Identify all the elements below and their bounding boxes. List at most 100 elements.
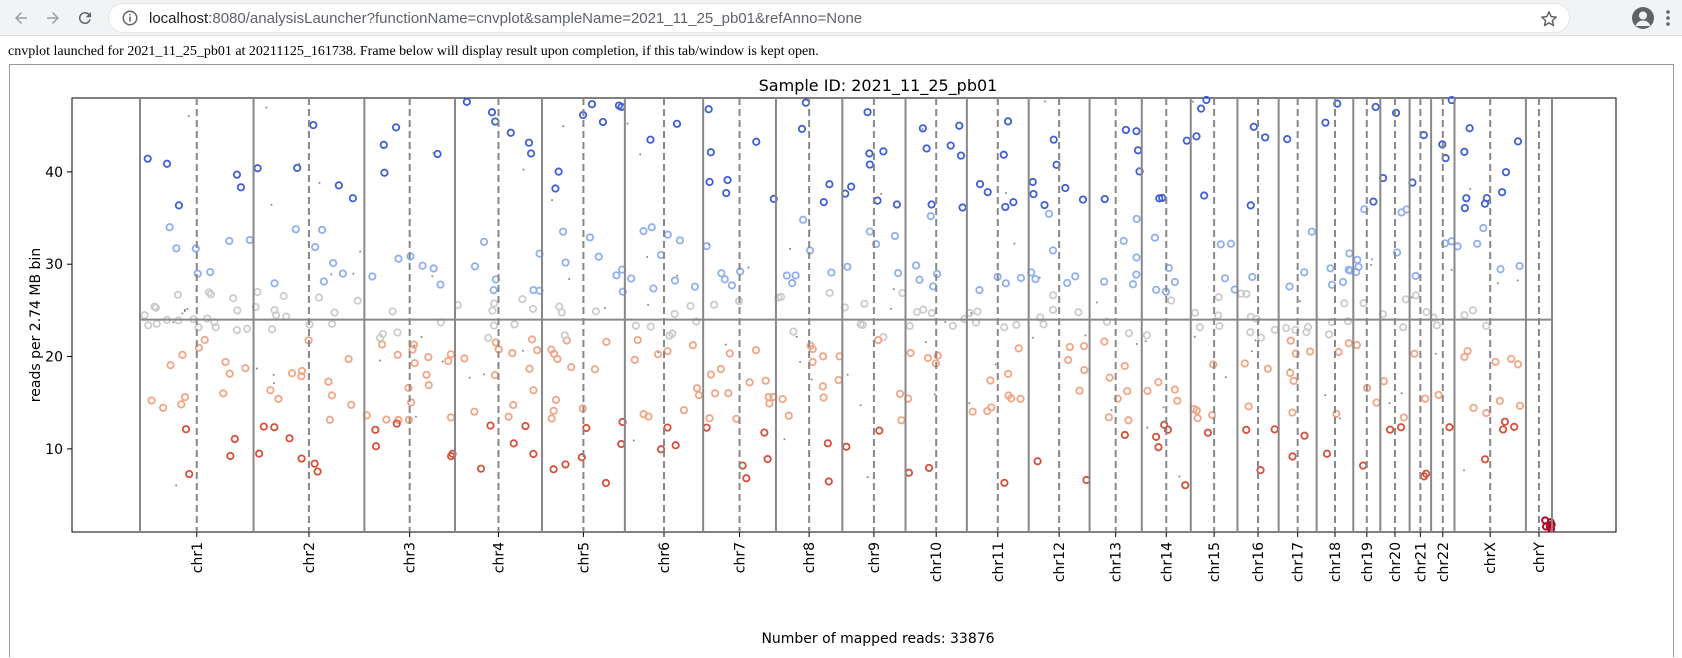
data-point	[1256, 333, 1266, 342]
data-point	[1324, 394, 1327, 397]
data-point	[892, 200, 902, 209]
data-point	[639, 227, 648, 236]
data-point	[1411, 291, 1421, 300]
x-tick-label: chr5	[576, 542, 592, 573]
data-point	[533, 346, 542, 355]
kebab-menu-icon[interactable]	[1662, 8, 1674, 28]
data-point	[1324, 330, 1334, 339]
data-point	[352, 272, 355, 275]
data-point	[1216, 240, 1225, 249]
data-point	[1371, 102, 1380, 112]
data-point	[1065, 342, 1075, 352]
data-point	[1334, 347, 1343, 357]
data-point	[1016, 273, 1026, 283]
data-point	[476, 464, 486, 473]
data-point	[827, 268, 836, 277]
data-point	[1460, 147, 1469, 157]
data-point	[1049, 305, 1058, 314]
x-tick-label: chrX	[1483, 542, 1499, 574]
data-point	[1513, 137, 1523, 146]
data-point	[490, 299, 499, 308]
data-point	[1248, 272, 1257, 282]
data-point	[1242, 289, 1251, 299]
data-point	[1193, 414, 1202, 423]
data-point	[692, 317, 701, 326]
data-point	[1120, 361, 1129, 371]
data-point	[1075, 386, 1084, 395]
data-point	[723, 175, 732, 185]
back-button[interactable]	[8, 5, 34, 31]
star-icon[interactable]	[1539, 9, 1559, 29]
data-point	[1190, 308, 1200, 317]
data-point	[970, 312, 973, 315]
data-point	[484, 333, 493, 342]
data-point	[561, 460, 570, 469]
data-point	[672, 119, 682, 128]
data-point	[521, 421, 530, 431]
data-point	[722, 188, 731, 198]
data-point	[317, 225, 327, 235]
data-point	[1340, 299, 1349, 308]
y-tick-label: 40	[45, 165, 63, 181]
data-point	[1419, 131, 1428, 140]
data-point	[846, 373, 849, 376]
data-point	[647, 223, 656, 232]
data-point	[708, 243, 711, 246]
data-point	[983, 188, 992, 197]
data-point	[1143, 386, 1152, 396]
account-icon[interactable]	[1632, 7, 1654, 29]
data-point	[1137, 167, 1140, 170]
data-point	[429, 264, 438, 273]
info-icon[interactable]	[119, 9, 141, 27]
data-point	[1104, 413, 1113, 422]
data-point	[267, 325, 277, 334]
data-point	[1167, 296, 1176, 305]
data-point	[1450, 268, 1453, 271]
data-point	[482, 373, 485, 376]
data-point	[1500, 417, 1510, 426]
data-point	[808, 344, 817, 354]
data-point	[255, 449, 264, 458]
data-point	[1496, 282, 1499, 285]
data-point	[871, 239, 881, 249]
reload-button[interactable]	[72, 5, 98, 31]
data-point	[404, 383, 413, 392]
forward-button[interactable]	[40, 5, 66, 31]
data-point	[1061, 183, 1070, 193]
data-point	[897, 416, 906, 425]
url-text[interactable]: localhost:8080/analysisLauncher?function…	[149, 10, 862, 27]
data-point	[702, 423, 711, 432]
data-point	[1242, 425, 1251, 434]
data-point	[424, 353, 433, 362]
x-tick-label: chr11	[991, 542, 1007, 582]
x-tick-label: chr20	[1388, 542, 1404, 582]
data-point	[1321, 118, 1330, 127]
data-point	[778, 394, 787, 404]
data-point	[549, 406, 558, 415]
data-point	[819, 198, 828, 207]
data-point	[255, 367, 258, 370]
data-point	[528, 304, 538, 314]
x-tick-label: chr21	[1413, 542, 1429, 582]
data-point	[1289, 376, 1298, 386]
data-point	[524, 138, 534, 147]
data-point	[1353, 255, 1362, 264]
data-point	[1261, 133, 1270, 142]
data-point	[265, 106, 268, 109]
data-point	[688, 341, 698, 350]
data-point	[1080, 365, 1089, 375]
address-bar[interactable]: localhost:8080/analysisLauncher?function…	[108, 3, 1570, 33]
data-point	[446, 350, 455, 359]
data-point	[1113, 394, 1122, 403]
data-point	[1400, 392, 1403, 395]
data-point	[491, 117, 500, 126]
data-point	[1352, 340, 1361, 350]
data-point	[408, 345, 417, 354]
data-point	[204, 288, 214, 297]
data-point	[162, 159, 172, 168]
data-point	[752, 137, 761, 146]
data-point	[508, 348, 517, 358]
data-point	[919, 305, 928, 314]
data-point	[1110, 409, 1113, 412]
data-point	[1044, 100, 1047, 103]
